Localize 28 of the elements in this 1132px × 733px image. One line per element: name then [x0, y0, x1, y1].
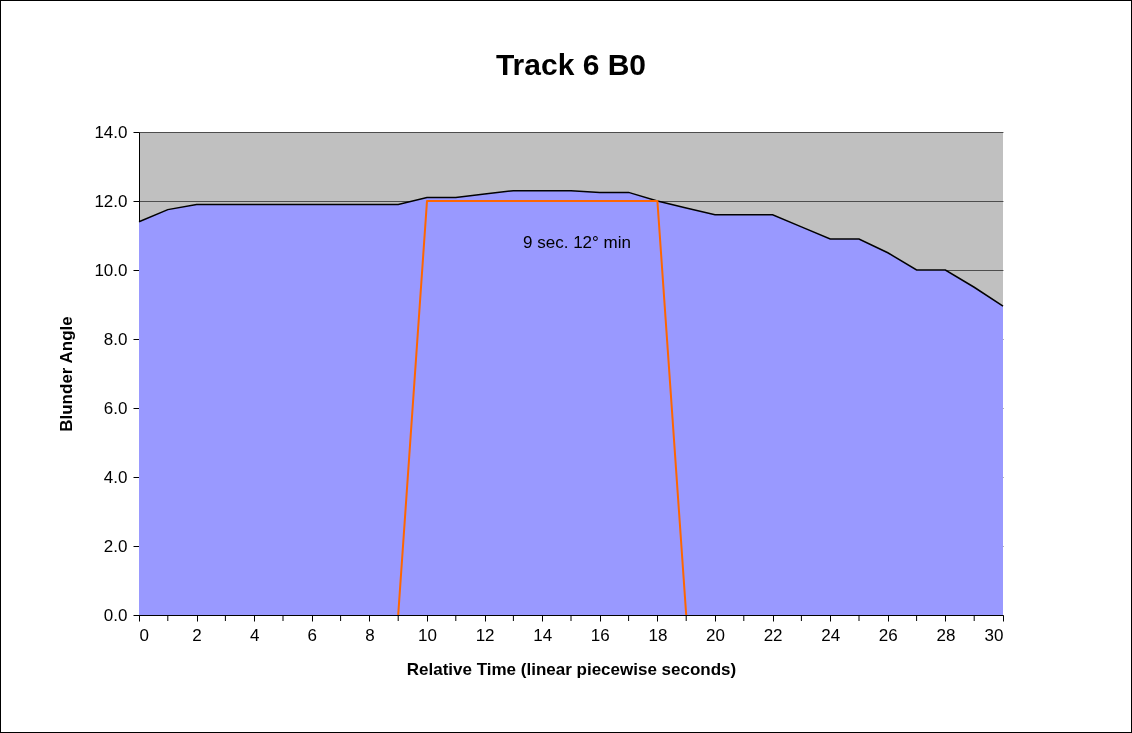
- x-tick-label: 28: [936, 625, 956, 645]
- x-tick-label: 12: [475, 625, 495, 645]
- x-tick-label: 6: [307, 625, 318, 645]
- annotation: 9 sec. 12° min: [523, 233, 631, 252]
- x-tick-label: 14: [533, 625, 553, 645]
- x-tick-label: 22: [763, 625, 783, 645]
- x-tick-label: 0: [139, 625, 149, 645]
- x-tick-label: 20: [706, 625, 725, 645]
- x-tick-label: 2: [192, 625, 202, 645]
- x-tick-label: 24: [821, 625, 841, 645]
- y-tick-label: 0.0: [103, 605, 128, 625]
- chart-title: Track 6 B0: [495, 48, 647, 81]
- y-axis-title: Blunder Angle: [57, 316, 77, 432]
- x-tick-label: 16: [590, 625, 610, 645]
- x-tick-label: 4: [249, 625, 260, 645]
- y-tick-label: 2.0: [103, 536, 128, 556]
- x-tick-label: 8: [365, 625, 375, 645]
- y-tick-label: 8.0: [103, 329, 128, 349]
- y-tick-label: 6.0: [103, 398, 128, 418]
- y-tick-label: 10.0: [94, 260, 128, 280]
- x-tick-label: 30: [984, 625, 1004, 645]
- y-tick-label: 12.0: [94, 191, 128, 211]
- y-tick-label: 4.0: [103, 467, 128, 487]
- y-tick-label: 14.0: [94, 122, 128, 142]
- x-axis-title: Relative Time (linear piecewise seconds): [406, 659, 737, 679]
- x-tick-label: 26: [878, 625, 898, 645]
- x-tick-label: 18: [648, 625, 668, 645]
- x-tick-label: 10: [418, 625, 437, 645]
